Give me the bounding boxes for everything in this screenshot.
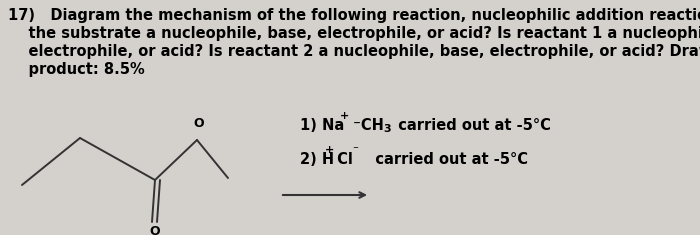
Text: O: O: [150, 225, 160, 235]
Text: ⁻: ⁻: [352, 145, 358, 155]
Text: carried out at -5°C: carried out at -5°C: [360, 152, 528, 167]
Text: carried out at -5°C: carried out at -5°C: [388, 118, 551, 133]
Text: ⁻CH: ⁻CH: [348, 118, 384, 133]
Text: 1) Na: 1) Na: [300, 118, 344, 133]
Text: product: 8.5%: product: 8.5%: [8, 62, 145, 77]
Text: 17)   Diagram the mechanism of the following reaction, nucleophilic addition rea: 17) Diagram the mechanism of the followi…: [8, 8, 700, 23]
Text: Cl: Cl: [332, 152, 353, 167]
Text: the substrate a nucleophile, base, electrophile, or acid? Is reactant 1 a nucleo: the substrate a nucleophile, base, elect…: [8, 26, 700, 41]
Text: +: +: [340, 111, 349, 121]
Text: +: +: [325, 145, 335, 155]
Text: 2) H: 2) H: [300, 152, 334, 167]
Text: O: O: [194, 117, 204, 130]
Text: electrophile, or acid? Is reactant 2 a nucleophile, base, electrophile, or acid?: electrophile, or acid? Is reactant 2 a n…: [8, 44, 700, 59]
Text: 3: 3: [383, 124, 391, 134]
